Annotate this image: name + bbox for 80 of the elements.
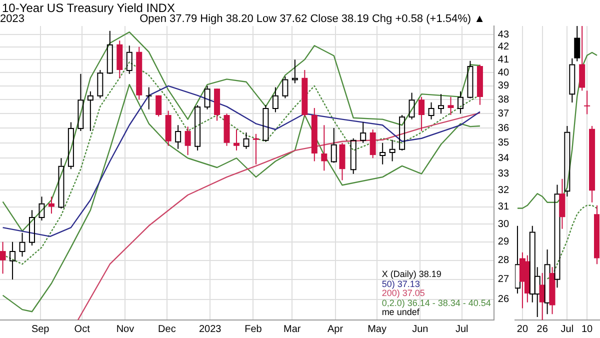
x-tick-label: 20 xyxy=(516,324,528,335)
y-tick-label: 37 xyxy=(498,108,510,120)
y-tick-label: 43 xyxy=(498,29,510,40)
candlestick xyxy=(559,178,566,230)
y-tick-label: 31 xyxy=(498,202,510,213)
candlestick xyxy=(448,96,454,116)
x-tick-label: Jul xyxy=(455,324,468,335)
candlestick xyxy=(564,125,570,198)
y-tick-label: 32 xyxy=(498,184,510,196)
candlestick xyxy=(87,90,94,132)
y-tick-label: 30 xyxy=(498,218,510,230)
y-tick-label: 29 xyxy=(498,236,510,248)
y-tick-label: 35 xyxy=(498,138,510,149)
candlestick xyxy=(175,124,182,150)
y-tick-label: 41 xyxy=(498,54,510,66)
candlestick xyxy=(78,73,84,132)
x-tick-label: May xyxy=(368,324,386,335)
candlestick xyxy=(126,45,132,74)
x-tick-label: Feb xyxy=(244,324,262,335)
text: 2023 xyxy=(0,13,24,25)
candlestick xyxy=(438,94,444,114)
x-tick-label: Sep xyxy=(31,324,50,335)
candlestick xyxy=(48,196,54,214)
candlestick xyxy=(389,139,396,162)
chart-title: 10-Year US Treasury Yield INDX xyxy=(2,1,175,15)
candlestick xyxy=(380,142,386,165)
candlestick xyxy=(146,86,152,110)
y-tick-label: 39 xyxy=(498,80,510,92)
text: 50) 37.13 xyxy=(382,278,421,289)
candlestick xyxy=(428,102,434,120)
candlestick xyxy=(515,225,520,294)
x-tick-label: 26 xyxy=(536,324,548,335)
text: 0,2.0) 36.14 - 38.34 - 40.54 xyxy=(382,298,491,308)
candlestick xyxy=(574,26,580,62)
candlestick xyxy=(579,26,586,92)
candlestick xyxy=(0,241,6,274)
candlestick xyxy=(106,30,113,74)
y-tick-label: 26 xyxy=(498,294,510,306)
candlestick xyxy=(457,90,464,114)
candlestick xyxy=(584,90,590,115)
candlestick xyxy=(292,59,298,84)
candlestick xyxy=(418,96,425,132)
y-tick-label: 42 xyxy=(498,42,510,53)
x-tick-label: Dec xyxy=(158,324,176,335)
candlestick xyxy=(10,241,16,280)
x-tick-label: Oct xyxy=(74,324,90,335)
x-tick-label: Nov xyxy=(116,324,134,335)
text: 200) 37.05 xyxy=(382,288,426,298)
y-tick-label: 34 xyxy=(498,152,510,164)
annotation: me undef xyxy=(382,307,420,318)
x-tick-label: 10 xyxy=(582,324,594,335)
candlestick xyxy=(370,129,376,159)
y-tick-label: 40 xyxy=(498,67,510,78)
annotation: X (Daily) 38.19 xyxy=(382,269,442,280)
candlestick xyxy=(252,133,259,165)
candlestick xyxy=(272,86,278,113)
y-tick-label: 27 xyxy=(498,274,510,286)
candlestick xyxy=(408,92,415,120)
candlestick xyxy=(554,184,560,288)
text: Open 37.79 High 38.20 Low 37.62 Close 38.19 Chg +0.58 (+1.54%) ▲ xyxy=(140,13,485,25)
candlestick xyxy=(330,128,337,164)
x-tick-label: Jul xyxy=(560,324,574,335)
y-tick-label: 33 xyxy=(498,168,510,180)
y-tick-label: 28 xyxy=(498,255,510,266)
candlestick xyxy=(29,210,35,246)
x-tick-label: Mar xyxy=(284,324,302,335)
candlestick xyxy=(156,94,162,117)
candlestick xyxy=(569,58,576,103)
x-tick-label: 2023 xyxy=(198,324,222,335)
candlestick xyxy=(38,196,45,222)
candlestick xyxy=(321,124,328,172)
candlestick xyxy=(234,129,240,151)
candlestick xyxy=(19,232,26,258)
candlestick xyxy=(360,122,366,144)
x-tick-label: Jun xyxy=(412,324,428,335)
x-tick-label: Apr xyxy=(328,324,344,335)
candlestick xyxy=(184,126,191,156)
y-tick-label: 38 xyxy=(498,94,510,106)
candlestick xyxy=(58,158,64,209)
y-tick-label: 36 xyxy=(498,122,510,134)
